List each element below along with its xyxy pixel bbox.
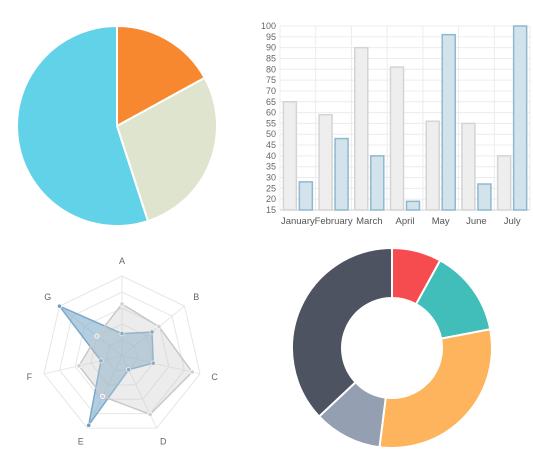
y-tick-label: 60 [266,108,276,118]
y-tick-label: 45 [266,140,276,150]
bar-series2-july[interactable] [512,25,528,211]
bar-series1-june[interactable] [461,122,476,211]
doughnut-chart [291,246,493,449]
x-tick-label: July [504,216,521,227]
bar-series1-january[interactable] [282,101,298,211]
bar-series2-february[interactable] [334,137,349,211]
y-tick-label: 30 [266,173,276,183]
y-tick-label: 95 [266,32,276,42]
radar-axis-label: E [78,437,84,447]
x-tick-label: May [432,216,450,227]
doughnut-segment-5[interactable] [291,246,393,418]
doughnut-segment-3[interactable] [378,328,493,449]
y-tick-label: 20 [266,194,276,204]
x-tick-label: June [466,216,487,227]
y-tick-label: 15 [266,205,276,215]
y-tick-label: 90 [266,43,276,53]
x-tick-label: January [281,216,315,227]
bar-series2-may[interactable] [441,33,456,211]
bar-series1-july[interactable] [496,155,512,211]
radar-grid-ring [43,275,201,429]
radar-axis-label: A [119,256,125,266]
y-tick-label: 25 [266,183,276,193]
y-tick-label: 55 [266,118,276,128]
y-tick-label: 50 [266,129,276,139]
radar-chart: A B C D E F G [27,256,219,447]
radar-point[interactable] [189,369,195,375]
bar-series1-may[interactable] [425,120,440,211]
radar-point[interactable] [149,329,155,335]
radar-axis-label: B [193,292,199,302]
radar-point[interactable] [99,393,106,399]
radar-axis-label: F [27,372,33,382]
bar-series2-january[interactable] [298,181,314,211]
x-tick-label: March [356,216,382,227]
x-tick-label: February [315,216,353,227]
radar-point[interactable] [150,360,156,366]
x-tick-label: April [395,216,414,227]
y-tick-label: 75 [266,75,276,85]
y-tick-label: 35 [266,162,276,172]
bar-series1-april[interactable] [389,66,405,211]
y-tick-label: 80 [266,64,276,74]
radar-point[interactable] [94,333,100,339]
radar-point[interactable] [119,301,125,307]
y-tick-label: 40 [266,151,276,161]
radar-point[interactable] [147,411,153,417]
radar-axis-label: C [211,372,218,382]
pie-chart [16,24,218,227]
y-tick-label: 85 [266,53,276,63]
radar-point[interactable] [156,323,162,330]
pie-slice-2[interactable] [115,76,218,223]
radar-point[interactable] [98,358,104,364]
radar-axis-label: G [44,292,51,302]
radar-point[interactable] [119,330,125,337]
radar-point[interactable] [125,367,132,373]
radar-point[interactable] [86,422,92,428]
y-tick-label: 70 [266,86,276,96]
radar-point[interactable] [76,363,82,369]
y-tick-label: 100 [261,21,276,31]
pie-slice-1[interactable] [116,24,206,128]
bar-series2-march[interactable] [370,155,385,211]
radar-axis-label: D [160,437,167,447]
radar-series-1-area [57,304,154,426]
pie-slice-3[interactable] [16,24,150,227]
bar-series1-february[interactable] [318,114,333,211]
radar-series-2-area [78,303,194,416]
bar-series1-march[interactable] [354,46,369,211]
radar-point[interactable] [56,303,63,309]
radar-grid-ring [59,291,185,415]
bar-series2-june[interactable] [477,183,492,211]
y-tick-label: 65 [266,97,276,107]
bar-series2-april[interactable] [405,200,421,211]
